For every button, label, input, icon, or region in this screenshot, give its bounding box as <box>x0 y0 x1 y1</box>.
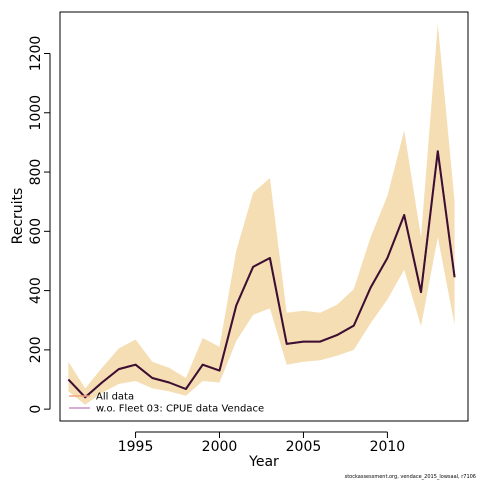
legend-label: All data <box>96 392 134 403</box>
x-tick-label: 2005 <box>286 439 322 455</box>
y-tick-label: 200 <box>28 337 44 364</box>
y-tick-label: 800 <box>28 159 44 186</box>
y-tick-label: 600 <box>28 218 44 245</box>
y-axis-label: Recruits <box>10 188 26 245</box>
x-tick-label: 2000 <box>202 439 238 455</box>
plot-layer <box>67 23 456 405</box>
x-tick-label: 1995 <box>118 439 154 455</box>
legend-label: w.o. Fleet 03: CPUE data Vendace <box>96 404 264 415</box>
y-tick-label: 1200 <box>28 36 44 72</box>
confidence-band <box>68 23 455 405</box>
x-axis-label: Year <box>248 454 279 470</box>
plot-frame <box>59 11 469 422</box>
footer-credit: stockassessment.org, vendace_2015_lowsaa… <box>345 474 476 480</box>
estimate-line <box>67 150 456 399</box>
axis-layer: 1995 2000 2005 2010 0 200 400 600 800 1000 1200 <box>28 36 405 455</box>
y-tick-label: 400 <box>28 277 44 304</box>
y-tick-label: 0 <box>28 405 44 414</box>
x-tick-label: 2010 <box>370 439 406 455</box>
y-tick-label: 1000 <box>28 95 44 131</box>
